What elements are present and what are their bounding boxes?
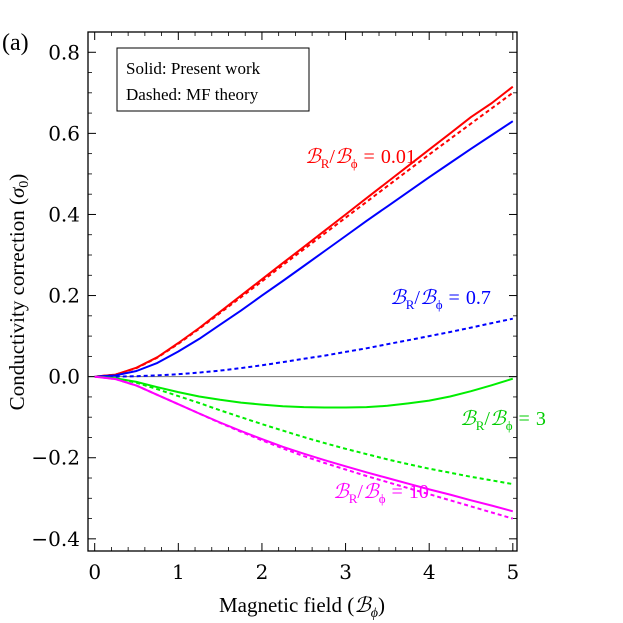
y-tick-label: 0.0 (48, 365, 80, 389)
x-tick-label: 3 (339, 560, 352, 584)
legend-box (116, 47, 310, 112)
y-axis-title: Conductivity correction (σ0) (5, 174, 32, 411)
legend-dashed-text: Dashed: MF theory (126, 85, 259, 104)
x-tick-label: 2 (256, 560, 269, 584)
plot-frame (87, 31, 518, 552)
series-line-0.01-dashed (94, 91, 514, 378)
x-tick-label: 5 (506, 560, 519, 584)
y-tick-label: 0.4 (48, 202, 80, 226)
series-line-3-solid (94, 375, 514, 409)
panel-label: (a) (2, 30, 29, 56)
legend: Solid: Present work Dashed: MF theory (116, 47, 310, 112)
annotation-ratio-10: ℬR/ℬϕ = 10 (333, 481, 429, 506)
x-tick-label: 4 (423, 560, 436, 584)
annotation-ratio-3: ℬR/ℬϕ = 3 (460, 408, 546, 433)
y-tick-label: 0.2 (48, 284, 80, 308)
x-tick-label: 0 (88, 560, 101, 584)
series-line-0.7-solid (94, 120, 514, 378)
x-tick-label: 1 (172, 560, 185, 584)
x-axis-title: Magnetic field (ℬϕ) (219, 593, 385, 621)
annotation-ratio-0.7: ℬR/ℬϕ = 0.7 (390, 287, 491, 312)
data-series (94, 85, 514, 520)
axis-ticks (88, 32, 517, 551)
series-line-10-dashed (94, 375, 514, 520)
y-tick-label: 0.8 (48, 40, 80, 64)
y-tick-label: −0.2 (31, 446, 80, 470)
y-tick-label: −0.4 (31, 527, 80, 551)
y-tick-label: 0.6 (48, 121, 80, 145)
annotation-ratio-0.01: ℬR/ℬϕ = 0.01 (305, 146, 416, 171)
series-line-3-dashed (94, 375, 513, 486)
legend-solid-text: Solid: Present work (126, 59, 261, 78)
series-line-0.01-solid (94, 85, 514, 378)
axis-tick-labels: 0 1 2 3 4 5 −0.4 −0.2 0.0 0.2 0.4 0.6 0.8 (31, 40, 519, 584)
series-line-0.7-dashed (94, 317, 514, 378)
